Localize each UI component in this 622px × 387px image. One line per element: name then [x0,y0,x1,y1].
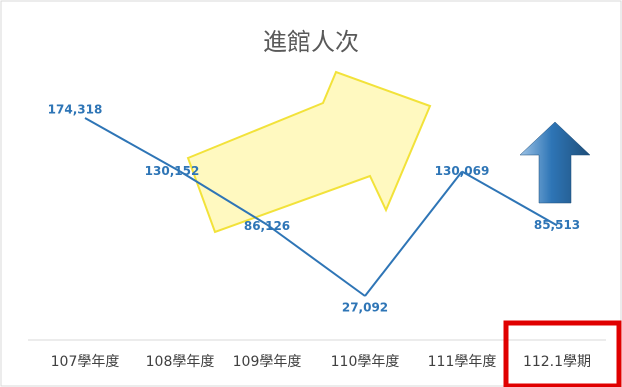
series-line-segment [364,170,463,297]
x-tick-label: 107學年度 [51,354,120,370]
x-tick-label: 111學年度 [428,354,497,370]
arrow-up-icon [519,121,591,204]
x-tick-label: 109學年度 [233,354,302,370]
x-tick-label: 108學年度 [146,354,215,370]
data-label: 174,318 [48,103,103,117]
x-axis-tick-labels: 107學年度 108學年度 109學年度 110學年度 111學年度 112.1學期 [51,354,591,370]
series-line-segment [84,117,181,173]
series-line-segment [266,223,366,297]
highlight-box [503,320,622,387]
series-line-segment [461,170,558,227]
x-tick-label: 110學年度 [331,354,400,370]
arrow-right-up-icon [186,70,432,234]
series-line-segment [179,170,268,226]
x-tick-label: 112.1學期 [523,354,591,370]
chart-title: 進館人次 [263,28,359,56]
data-label: 86,126 [244,219,290,233]
series-line-group [84,117,558,297]
data-label: 130,152 [145,164,200,178]
data-label-group: 174,318 130,152 86,126 27,092 130,069 85,513 [48,103,580,315]
data-label: 130,069 [435,164,490,178]
data-label: 27,092 [342,301,388,315]
data-label: 85,513 [534,218,580,232]
